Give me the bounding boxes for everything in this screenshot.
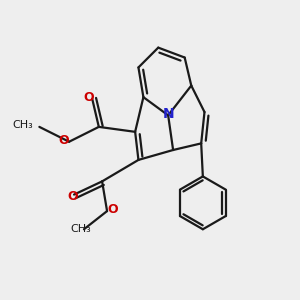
Text: O: O bbox=[83, 91, 94, 104]
Text: O: O bbox=[67, 190, 78, 203]
Text: O: O bbox=[59, 134, 69, 147]
Text: N: N bbox=[163, 107, 175, 121]
Text: CH₃: CH₃ bbox=[70, 224, 91, 234]
Text: O: O bbox=[108, 203, 118, 216]
Text: CH₃: CH₃ bbox=[12, 120, 33, 130]
